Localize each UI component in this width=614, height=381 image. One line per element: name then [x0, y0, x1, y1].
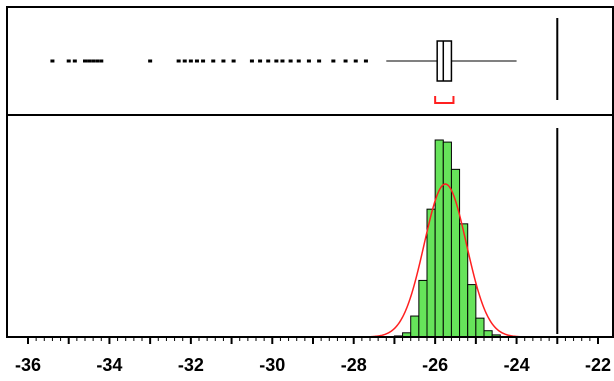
outlier-point — [66, 59, 71, 63]
histogram-bar — [442, 141, 452, 338]
outlier-point — [194, 59, 199, 63]
outlier-point — [317, 59, 322, 63]
x-tick-label: -32 — [178, 355, 204, 375]
outlier-point — [99, 59, 104, 63]
outlier-point — [343, 59, 348, 63]
histogram-bar — [418, 279, 428, 338]
outlier-point — [91, 59, 96, 63]
histogram-bar — [434, 139, 444, 338]
outlier-point — [353, 59, 358, 63]
histogram-bar — [475, 317, 485, 338]
x-tick-label: -36 — [15, 355, 41, 375]
x-tick-label: -30 — [259, 355, 285, 375]
outlier-point — [50, 59, 55, 63]
outlier-point — [176, 59, 181, 63]
x-tick-label: -28 — [341, 355, 367, 375]
outlier-point — [363, 59, 368, 63]
shortest-half-bracket — [434, 96, 455, 104]
outlier-point — [95, 59, 100, 63]
x-tick-label: -26 — [422, 355, 448, 375]
x-tick-label: -22 — [585, 355, 611, 375]
outlier-point — [72, 59, 77, 63]
x-tick-label: -24 — [504, 355, 530, 375]
outlier-point — [231, 59, 236, 63]
outlier-point — [87, 59, 92, 63]
outlier-point — [331, 59, 336, 63]
outlier-point — [288, 59, 293, 63]
histogram-bar — [459, 223, 469, 338]
outlier-point — [306, 59, 311, 63]
outlier-point — [148, 59, 153, 63]
outlier-point — [266, 59, 271, 63]
outlier-point — [201, 59, 206, 63]
boxplot-panel — [50, 18, 559, 104]
box-iqr — [436, 40, 453, 82]
normal-fit-curve — [360, 183, 531, 338]
outlier-point — [274, 59, 279, 63]
plot-frame — [6, 6, 614, 338]
outlier-point — [182, 59, 187, 63]
outlier-point — [211, 59, 216, 63]
outlier-point — [221, 59, 226, 63]
outlier-point — [249, 59, 254, 63]
outlier-point — [188, 59, 193, 63]
outlier-point — [258, 59, 263, 63]
outlier-point — [296, 59, 301, 63]
outlier-point — [83, 59, 87, 63]
histogram-bar — [410, 315, 420, 338]
x-axis: -36 -34 -32 -30 -28 -26 -24 -22 — [15, 337, 611, 375]
histogram-panel — [360, 128, 559, 338]
x-tick-label: -34 — [96, 355, 122, 375]
outlier-point — [280, 59, 285, 63]
histogram-bar — [467, 284, 477, 338]
